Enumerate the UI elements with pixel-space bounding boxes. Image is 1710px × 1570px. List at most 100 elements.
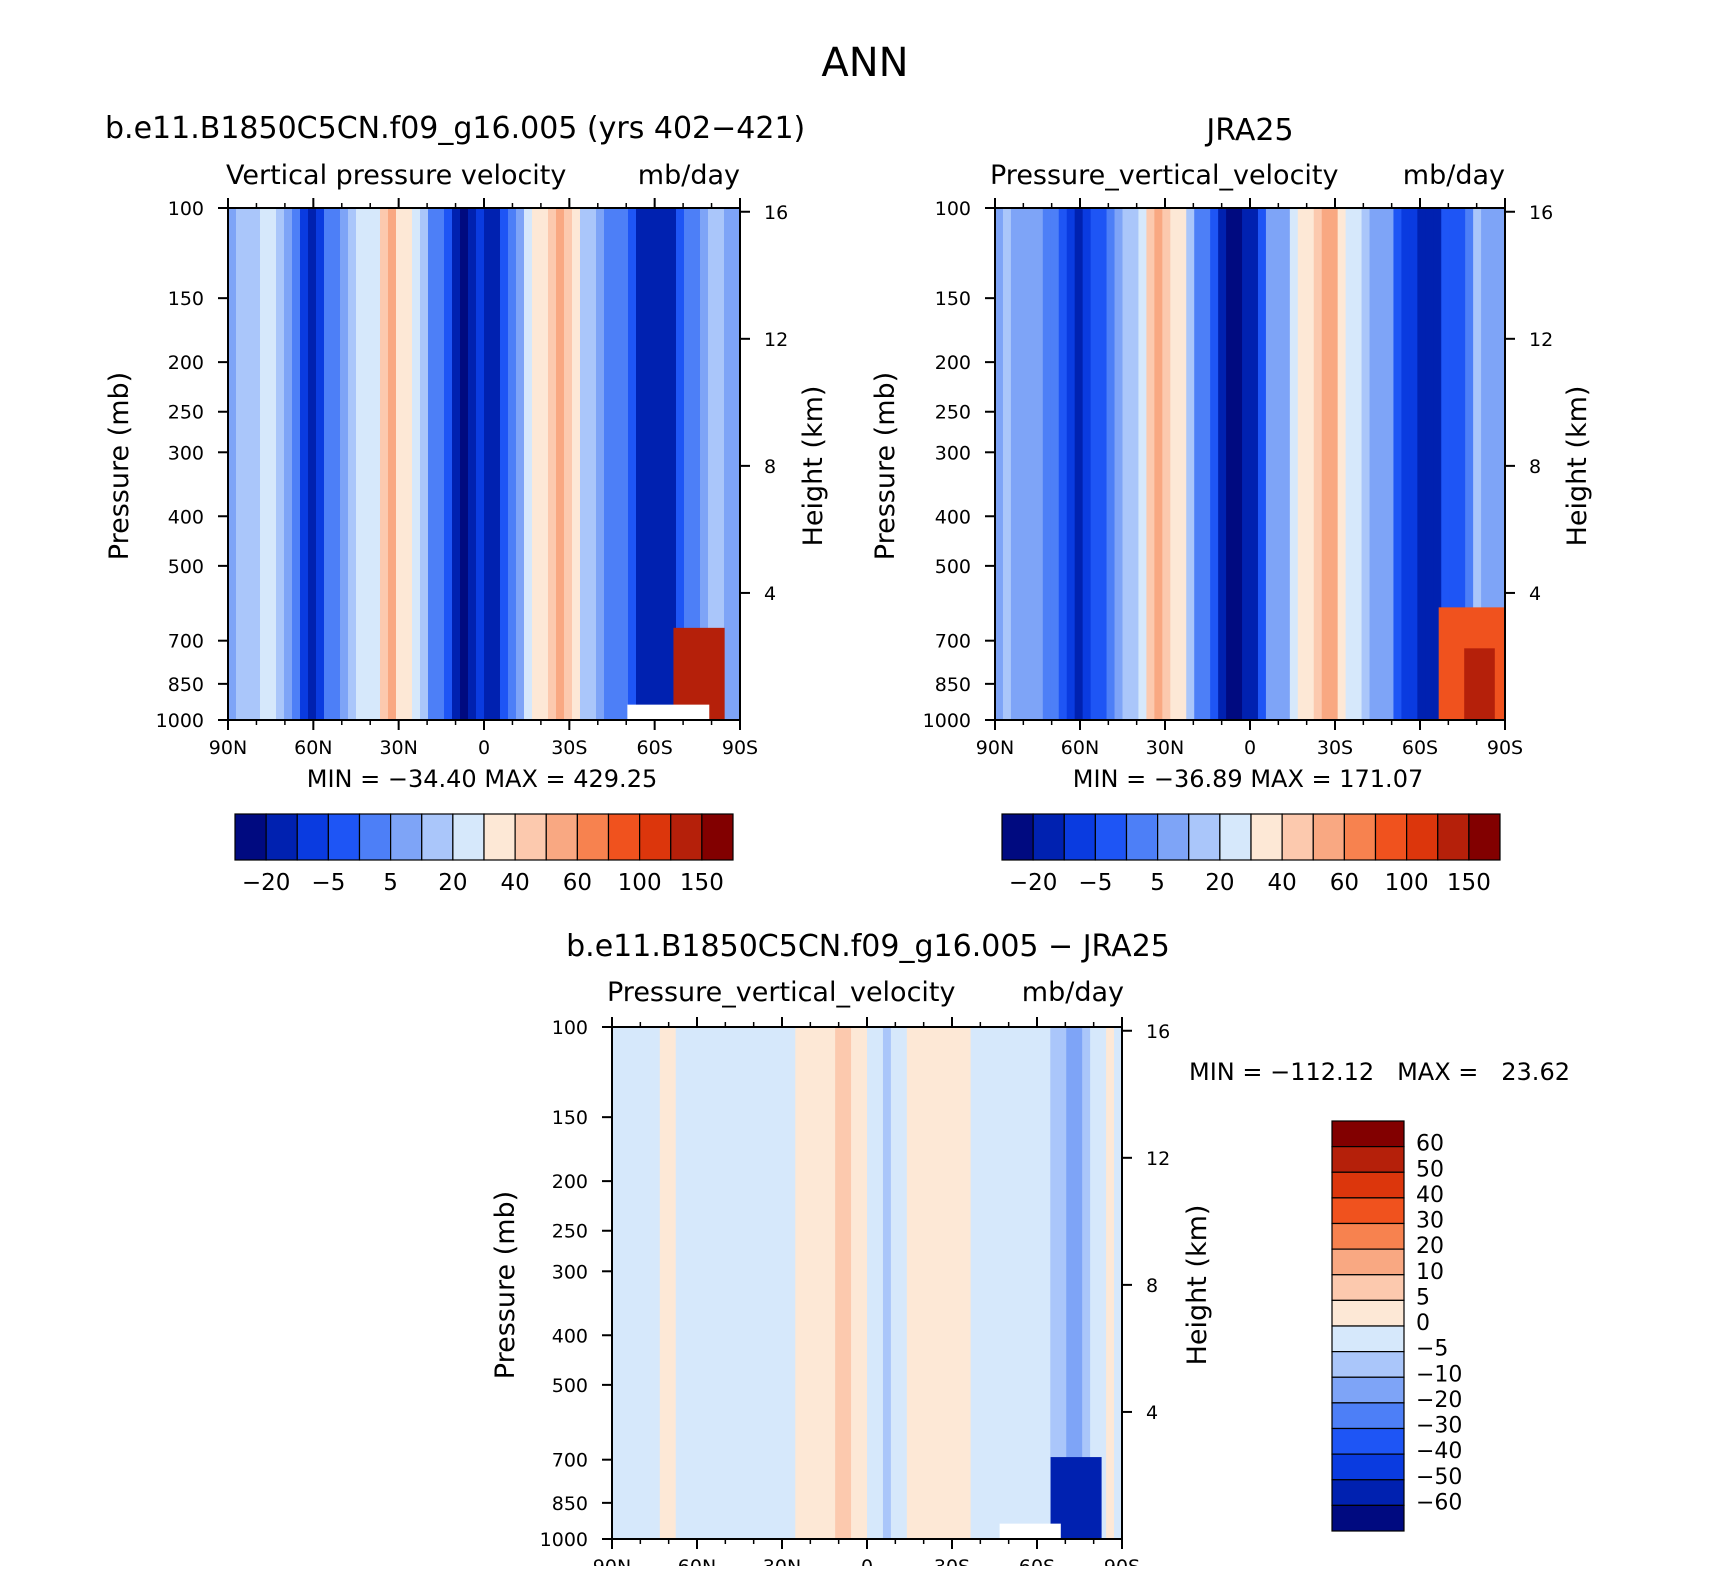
y-right-tick-label: 12 <box>764 329 788 351</box>
x-tick-label: 30N <box>1146 737 1184 759</box>
heatmap-column <box>859 1027 868 1539</box>
colorbar-swatch <box>1331 1120 1405 1148</box>
heatmap-column <box>1409 208 1419 720</box>
heatmap-column <box>771 1027 781 1539</box>
heatmap-column <box>508 208 517 720</box>
colorbar-swatch <box>1331 1376 1405 1404</box>
x-tick-label: 60S <box>637 737 673 759</box>
y-right-tick-label: 4 <box>1529 583 1541 605</box>
heatmap-column <box>819 1027 828 1539</box>
heatmap-column <box>1186 208 1196 720</box>
y-tick-label: 200 <box>552 1171 588 1193</box>
heatmap-column <box>1321 208 1331 720</box>
heatmap-column <box>1162 208 1172 720</box>
colorbar-swatch <box>1281 813 1314 861</box>
heatmap-column <box>1090 208 1100 720</box>
colorbar-swatch <box>452 813 485 861</box>
y-right-tick-label: 8 <box>1529 456 1541 478</box>
x-tick-label: 0 <box>861 1556 873 1566</box>
colorbar-label: −50 <box>1416 1465 1462 1490</box>
heatmap-column <box>404 208 413 720</box>
heatmap-column <box>1082 208 1092 720</box>
heatmap-column <box>882 1027 892 1539</box>
y-tick-label: 1000 <box>540 1529 588 1551</box>
heatmap-column <box>1273 208 1283 720</box>
heatmap-column <box>628 208 637 720</box>
heatmap-field <box>995 208 1505 720</box>
colorbar-swatch <box>1331 1479 1405 1506</box>
heatmap-column <box>938 1027 948 1539</box>
heatmap-column <box>811 1027 820 1539</box>
heatmap-column <box>898 1027 908 1539</box>
colorbar-label: −40 <box>1416 1439 1462 1464</box>
heatmap-column <box>1465 208 1474 720</box>
heatmap-column <box>1417 208 1427 720</box>
heatmap-column <box>1281 208 1291 720</box>
heatmap-column <box>732 208 740 720</box>
panel-obs-colorbar: −20 −5 5 20 40 60 100 150 <box>1001 813 1501 896</box>
colorbar-label: −60 <box>1416 1490 1462 1515</box>
heatmap-column <box>244 208 253 720</box>
heatmap-column <box>635 1027 645 1539</box>
colorbar-label: 60 <box>1330 870 1359 896</box>
x-tick-label: 60N <box>1061 737 1099 759</box>
heatmap-column <box>1122 208 1132 720</box>
heatmap-column <box>1218 208 1227 720</box>
x-tick-label: 90S <box>1487 737 1523 759</box>
y-tick-label: 250 <box>935 402 971 424</box>
heatmap-column <box>787 1027 797 1539</box>
heatmap-column <box>652 208 661 720</box>
colorbar-label: −10 <box>1416 1362 1462 1387</box>
y-right-tick-label: 8 <box>764 456 776 478</box>
panel-diff-ylabel-right: Height (km) <box>1182 1205 1213 1366</box>
heatmap-column <box>1082 1027 1091 1539</box>
colorbar-swatch <box>1468 813 1501 861</box>
y-tick-label: 100 <box>935 198 971 220</box>
heatmap-column <box>995 208 1004 720</box>
heatmap-column <box>763 1027 773 1539</box>
heatmap-column <box>1018 1027 1028 1539</box>
y-right-tick-label: 16 <box>764 202 788 224</box>
heatmap-column <box>1337 208 1347 720</box>
heatmap-column <box>300 208 309 720</box>
heatmap-column <box>851 1027 860 1539</box>
heatmap-column <box>1106 1027 1115 1539</box>
panel-obs-ylabel-right: Height (km) <box>1562 386 1593 547</box>
y-tick-label: 400 <box>168 506 204 528</box>
colorbar-label: 60 <box>1416 1132 1444 1157</box>
panel-diff-header: b.e11.B1850C5CN.f09_g16.005 − JRA25 <box>566 929 1170 964</box>
heatmap-column <box>716 208 725 720</box>
colorbar-swatch <box>265 813 298 861</box>
heatmap-column <box>843 1027 852 1539</box>
heatmap-field <box>228 208 740 720</box>
heatmap-column <box>667 1027 677 1539</box>
heatmap-column <box>1473 208 1482 720</box>
heatmap-column <box>356 208 365 720</box>
heatmap-column <box>1234 208 1243 720</box>
heatmap-column <box>755 1027 765 1539</box>
heatmap-column <box>1002 208 1012 720</box>
heatmap-column <box>444 208 453 720</box>
y-tick-label: 300 <box>552 1261 588 1283</box>
y-tick-label: 150 <box>552 1107 588 1129</box>
colorbar-swatch <box>1331 1146 1405 1173</box>
heatmap-column <box>1034 1027 1044 1539</box>
heatmap-column <box>380 208 389 720</box>
heatmap-column <box>1026 208 1036 720</box>
heatmap-column <box>292 208 301 720</box>
heatmap-column <box>516 208 525 720</box>
heatmap-column <box>930 1027 940 1539</box>
heatmap-column <box>388 208 397 720</box>
heatmap-column <box>708 208 717 720</box>
heatmap-column <box>396 208 405 720</box>
heatmap-column <box>1050 1027 1060 1539</box>
heatmap-column <box>1226 208 1235 720</box>
heatmap-column <box>580 208 589 720</box>
colorbar-swatch <box>1219 813 1252 861</box>
y-tick-label: 300 <box>168 442 204 464</box>
heatmap-column <box>659 1027 669 1539</box>
colorbar-swatch <box>234 813 267 861</box>
heatmap-column <box>284 208 293 720</box>
